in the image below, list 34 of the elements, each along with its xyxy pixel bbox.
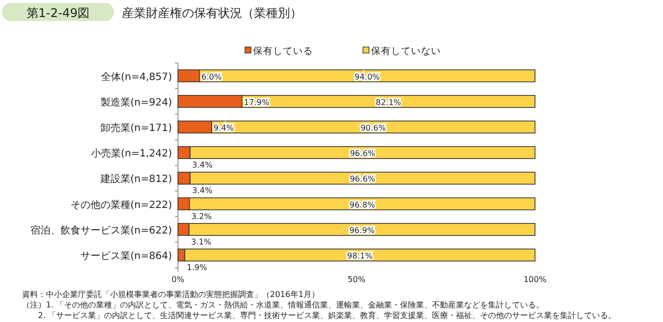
y-tick-label: 小売業(n=1,242) xyxy=(90,148,172,160)
x-tick-label: 50% xyxy=(348,274,366,284)
text: 第1-2-49図 xyxy=(26,6,90,20)
text: （注）1. 「その他の業種」の内訳として、電気・ガス・熱供給・水道業、情報通信業、運輸業、金融業・保険業、不動産業などを集計している。 xyxy=(22,300,544,310)
text: 2. 「サービス業」の内訳として、生活関連サービス業、専門・技術サービス業、娯楽業、教育、学習支援業、医療・福祉、その他のサービス業を集計している。 xyxy=(38,311,616,320)
x-tick-label: 100% xyxy=(524,274,547,284)
y-tick-label: 全体(n=4,857) xyxy=(100,70,172,83)
data-label: 6.0% xyxy=(201,72,222,82)
data-label: 96.6% xyxy=(350,149,376,158)
data-label: 96.9% xyxy=(349,226,376,235)
text: 資料：中小企業庁委託「小規模事業者の事業活動の実態把握調査」（2016年1月） xyxy=(22,290,320,299)
data-label: 96.6% xyxy=(350,174,376,184)
y-tick-label: 建設業(n=812) xyxy=(99,173,172,186)
data-label: 94.0% xyxy=(354,72,380,82)
y-tick-label: 製造業(n=924) xyxy=(100,96,172,108)
data-label: 82.1% xyxy=(376,98,402,107)
legend-label: 保有していない xyxy=(371,45,441,57)
y-tick-label: その他の業種(n=222) xyxy=(70,198,172,211)
data-label: 96.8% xyxy=(350,200,376,210)
data-label: 1.9% xyxy=(186,263,208,272)
data-label: 17.9% xyxy=(244,98,270,107)
y-tick-label: 卸売業(n=171) xyxy=(100,122,172,134)
data-label: 3.2% xyxy=(191,212,212,221)
x-tick-label: 0% xyxy=(172,274,185,284)
y-tick-label: サービス業(n=864) xyxy=(80,250,172,262)
data-label: 90.6% xyxy=(360,124,386,132)
data-label: 3.4% xyxy=(192,186,213,196)
data-label: 3.1% xyxy=(191,237,212,246)
y-tick-label: 宿泊、飲食サービス業(n=622) xyxy=(30,224,172,236)
data-label: 9.4% xyxy=(214,124,234,132)
legend-label: 保有している xyxy=(253,45,313,57)
chart-title: 産業財産権の保有状況（業種別） xyxy=(122,6,302,20)
data-label: 98.1% xyxy=(347,252,373,260)
data-label: 3.4% xyxy=(192,160,213,170)
